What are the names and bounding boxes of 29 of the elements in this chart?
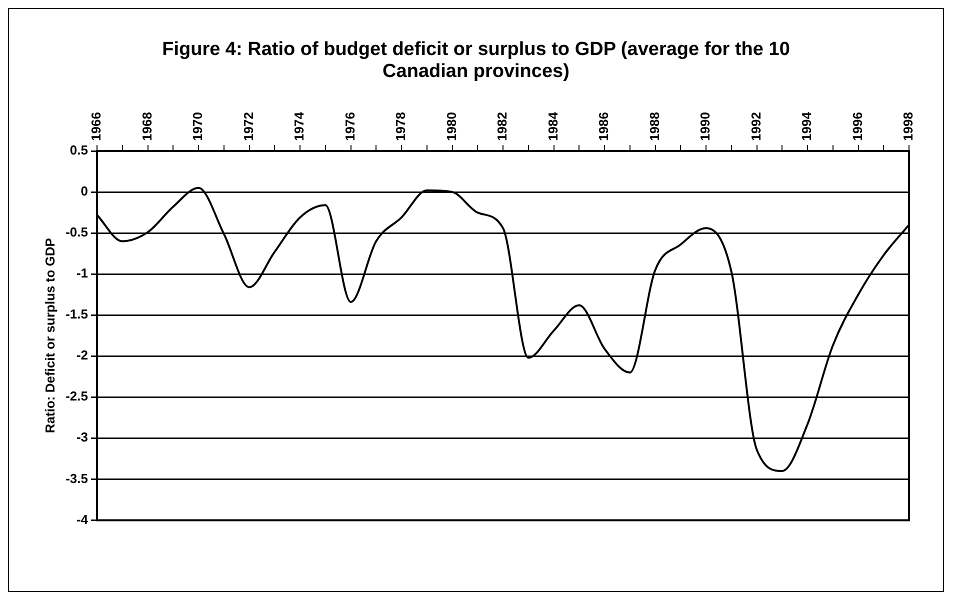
- x-tick-label: 1986: [596, 112, 612, 141]
- y-tick-label: -4: [76, 512, 89, 527]
- x-tick-label: 1968: [139, 112, 154, 141]
- x-tick-label: 1980: [444, 112, 459, 141]
- x-tick-label: 1988: [646, 112, 662, 141]
- x-tick-label: 1970: [190, 112, 206, 141]
- x-tick-label: 1998: [900, 112, 916, 141]
- y-tick-label: 0.5: [70, 142, 88, 158]
- x-tick-label: 1978: [393, 112, 408, 141]
- y-axis-title: Ratio: Deficit or surplus to GDP: [42, 238, 58, 434]
- x-tick-label: 1972: [240, 112, 256, 141]
- y-tick-label: -3.5: [66, 470, 88, 486]
- y-tick-label: -2.5: [66, 388, 88, 404]
- y-tick-label: -1.5: [66, 306, 88, 322]
- y-tick-label: -3: [76, 430, 88, 445]
- y-tick-label: 0: [80, 184, 88, 199]
- chart-title: Figure 4: Ratio of budget deficit or surplus to GDP (average for the 10 Canadian provinces): [161, 39, 791, 83]
- x-tick-label: 1984: [545, 111, 560, 141]
- x-tick-label: 1974: [292, 111, 307, 141]
- x-tick-label: 1996: [850, 112, 865, 141]
- x-tick-label: 1982: [494, 112, 510, 141]
- x-tick-label: 1966: [88, 112, 104, 141]
- y-tick-label: -0.5: [66, 224, 88, 240]
- y-tick-label: -1: [76, 266, 88, 281]
- x-tick-label: 1992: [748, 112, 764, 141]
- x-tick-label: 1976: [342, 112, 358, 141]
- y-tick-label: -2: [76, 348, 88, 363]
- x-tick-label: 1994: [799, 111, 814, 141]
- x-tick-label: 1990: [698, 112, 713, 141]
